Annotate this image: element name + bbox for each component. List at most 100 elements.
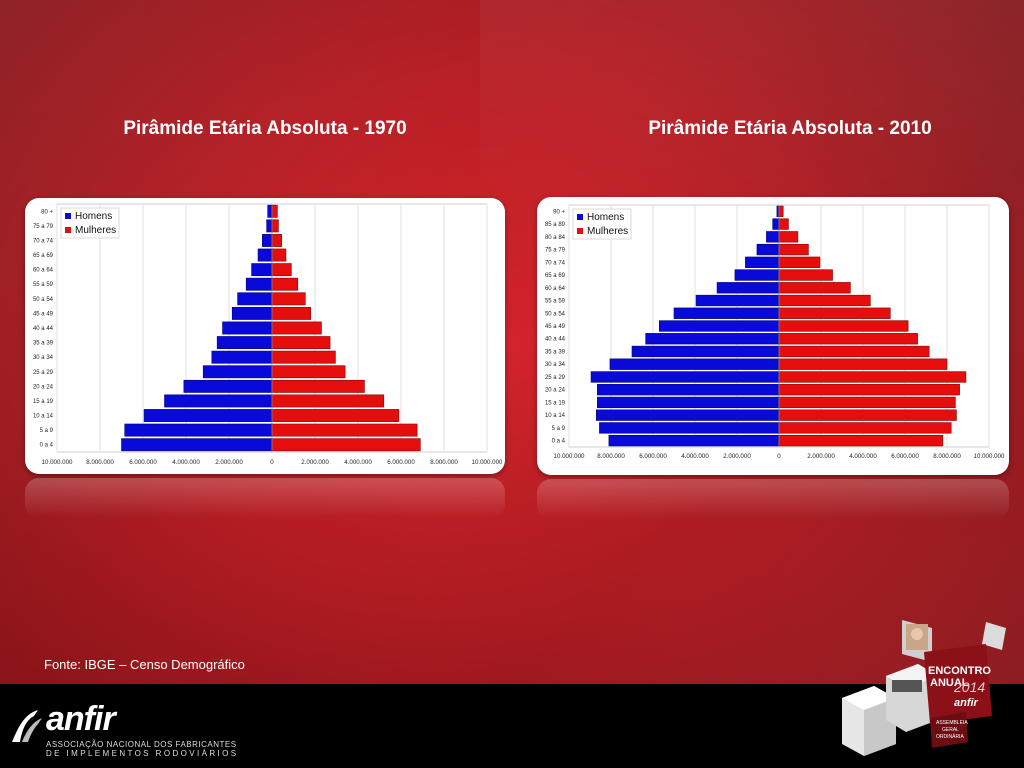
bar-homens: [202, 365, 273, 379]
chart-card-1970: 10.000.000 8.000.000 6.000.000 4.000.000 2.0…: [25, 198, 505, 474]
bar-mulheres: [271, 365, 346, 379]
bar-mulheres: [271, 234, 282, 247]
bar-homens: [237, 292, 273, 306]
bar-homens: [695, 294, 780, 307]
y-tick-label: 55 a 59: [545, 299, 566, 305]
bar-mulheres: [271, 394, 385, 408]
y-tick-label: 90 +: [553, 209, 565, 215]
y-tick-label: 50 a 54: [545, 311, 566, 317]
event-title-1: ENCONTRO: [928, 665, 991, 677]
bar-homens: [734, 269, 780, 281]
x-tick-label: 2.000.000: [807, 453, 835, 460]
bar-mulheres: [778, 307, 891, 319]
event-subtitle-1: ASSEMBLEIA: [936, 720, 968, 726]
y-tick-label: 5 a 9: [552, 426, 566, 432]
bar-homens: [745, 256, 780, 268]
bar-mulheres: [271, 321, 322, 335]
y-tick-label: 25 a 29: [33, 370, 54, 376]
y-tick-label: 10 a 14: [545, 413, 566, 419]
bar-homens: [245, 277, 273, 291]
legend-label: Homens: [75, 211, 112, 222]
pyramid-chart-1970: 10.000.000 8.000.000 6.000.000 4.000.000 2.0…: [33, 203, 503, 466]
event-brand: anfir: [954, 697, 979, 709]
legend-swatch: [577, 228, 583, 234]
y-tick-label: 70 a 74: [545, 260, 566, 266]
bar-homens: [772, 218, 780, 230]
y-tick-label: 75 a 79: [545, 248, 566, 254]
bar-mulheres: [271, 219, 279, 233]
y-tick-label: 65 a 69: [545, 273, 566, 279]
bar-mulheres: [778, 282, 851, 294]
x-tick-label: 4.000.000: [344, 459, 372, 466]
bar-homens: [590, 371, 780, 383]
bar-mulheres: [778, 243, 809, 256]
chart-title-1970: Pirâmide Etária Absoluta - 1970: [123, 118, 407, 139]
bar-homens: [211, 350, 273, 364]
bar-mulheres: [271, 306, 312, 320]
bar-homens: [143, 409, 273, 422]
bar-homens: [121, 438, 273, 452]
x-tick-label: 6.000.000: [387, 459, 415, 466]
chart-title-2010: Pirâmide Etária Absoluta - 2010: [648, 118, 932, 139]
logo-subtitle-1: ASSOCIAÇÃO NACIONAL DOS FABRICANTES: [46, 740, 237, 749]
card-reflection-right: [537, 479, 1009, 519]
y-tick-label: 60 a 64: [33, 268, 54, 274]
y-tick-label: 55 a 59: [33, 282, 54, 288]
bar-mulheres: [778, 396, 956, 409]
bar-homens: [267, 204, 273, 218]
x-tick-label: 8.000.000: [597, 453, 625, 460]
bar-mulheres: [271, 350, 336, 364]
logo-subtitle-2: DE IMPLEMENTOS RODOVIÁRIOS: [46, 749, 239, 758]
x-tick-label: 6.000.000: [639, 453, 667, 460]
x-tick-label: 4.000.000: [849, 453, 877, 460]
y-tick-label: 85 a 89: [545, 222, 566, 228]
bar-mulheres: [778, 256, 821, 268]
bar-mulheres: [778, 231, 799, 243]
y-tick-label: 35 a 39: [545, 349, 566, 355]
bar-homens: [124, 423, 273, 437]
event-subtitle-3: ORDINÁRIA: [936, 733, 964, 740]
legend-swatch: [65, 227, 71, 233]
y-tick-label: 20 a 24: [33, 384, 54, 390]
bar-mulheres: [271, 379, 365, 393]
x-tick-label: 10.000.000: [42, 459, 74, 466]
bar-mulheres: [271, 292, 306, 306]
bar-mulheres: [778, 384, 960, 396]
y-tick-label: 45 a 49: [545, 324, 566, 330]
y-tick-label: 80 +: [41, 209, 53, 215]
bar-homens: [597, 384, 780, 396]
bar-mulheres: [271, 277, 299, 291]
anfir-logo: anfir ASSOCIAÇÃO NACIONAL DOS FABRICANTE…: [8, 700, 236, 760]
bar-homens: [222, 321, 273, 335]
y-tick-label: 30 a 34: [545, 362, 566, 368]
bar-homens: [599, 422, 780, 434]
x-tick-label: 2.000.000: [215, 459, 243, 466]
x-tick-label: 0: [777, 453, 781, 460]
logo-wordmark: anfir: [46, 700, 116, 738]
chart-card-2010: 10.000.000 8.000.000 6.000.000 4.000.000 2.0…: [537, 197, 1009, 475]
y-tick-label: 15 a 19: [33, 399, 54, 405]
bar-mulheres: [778, 358, 948, 370]
bar-homens: [608, 434, 780, 447]
bar-homens: [257, 248, 273, 262]
event-year: 2014: [953, 679, 985, 695]
bar-mulheres: [271, 423, 418, 437]
bar-homens: [597, 396, 780, 409]
x-tick-label: 4.000.000: [172, 459, 200, 466]
bar-mulheres: [271, 204, 278, 218]
card-reflection-left: [25, 478, 505, 518]
x-tick-label: 10.000.000: [554, 453, 586, 460]
y-tick-label: 75 a 79: [33, 224, 54, 230]
y-tick-label: 5 a 9: [40, 428, 54, 434]
x-tick-label: 8.000.000: [86, 459, 114, 466]
event-subtitle-2: GERAL: [942, 727, 959, 733]
y-tick-label: 10 a 14: [33, 414, 54, 420]
y-tick-label: 80 a 84: [545, 235, 566, 241]
x-tick-label: 4.000.000: [681, 453, 709, 460]
bar-homens: [164, 394, 273, 408]
bar-homens: [216, 336, 273, 350]
bar-mulheres: [778, 269, 833, 281]
y-tick-label: 25 a 29: [545, 375, 566, 381]
bar-mulheres: [271, 263, 292, 277]
y-tick-label: 0 a 4: [40, 443, 54, 449]
